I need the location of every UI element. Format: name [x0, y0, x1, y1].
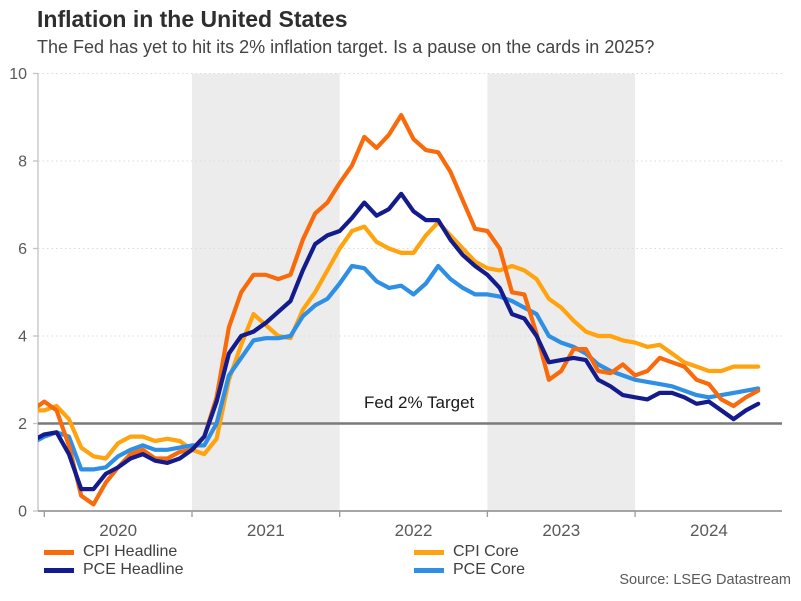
legend-item-cpi-headline: CPI Headline	[44, 543, 178, 560]
series-lines	[38, 112, 761, 507]
series-line-cpi-headline	[38, 112, 761, 507]
x-tick-label-2020: 2020	[99, 521, 137, 540]
y-tick-label-2: 2	[18, 416, 27, 433]
x-tick-label-2023: 2023	[542, 521, 580, 540]
legend-item-pce-core: PCE Core	[414, 561, 526, 578]
chart-subtitle: The Fed has yet to hit its 2% inflation …	[37, 37, 655, 57]
legend-swatch-cpi-core	[414, 549, 444, 555]
series-line-cpi-core	[38, 220, 761, 461]
year-band-2023	[487, 73, 636, 511]
legend-item-pce-headline: PCE Headline	[44, 561, 184, 578]
y-tick-label-4: 4	[18, 329, 27, 346]
chart-title: Inflation in the United States	[37, 6, 348, 32]
series-line-pce-core	[38, 263, 761, 472]
target-line-label: Fed 2% Target	[364, 393, 475, 412]
y-tick-label-0: 0	[18, 504, 27, 521]
legend-label-cpi-core: CPI Core	[453, 543, 519, 560]
y-tick-label-8: 8	[18, 154, 27, 171]
legend-swatch-pce-headline	[44, 567, 74, 573]
legend-item-cpi-core: CPI Core	[414, 543, 519, 560]
year-band-2021	[192, 73, 340, 511]
series-line-pce-headline	[38, 191, 761, 492]
legend-label-pce-headline: PCE Headline	[83, 561, 184, 578]
x-tick-label-2022: 2022	[395, 521, 433, 540]
x-tick-label-2024: 2024	[690, 521, 728, 540]
x-tick-label-2021: 2021	[247, 521, 285, 540]
legend-label-cpi-headline: CPI Headline	[83, 543, 178, 560]
legend-swatch-pce-core	[414, 567, 444, 573]
y-tick-label-10: 10	[9, 66, 27, 83]
legend-swatch-cpi-headline	[44, 549, 74, 555]
y-tick-label-6: 6	[18, 241, 27, 258]
source-attribution: Source: LSEG Datastream	[619, 572, 791, 588]
legend-label-pce-core: PCE Core	[453, 561, 526, 578]
